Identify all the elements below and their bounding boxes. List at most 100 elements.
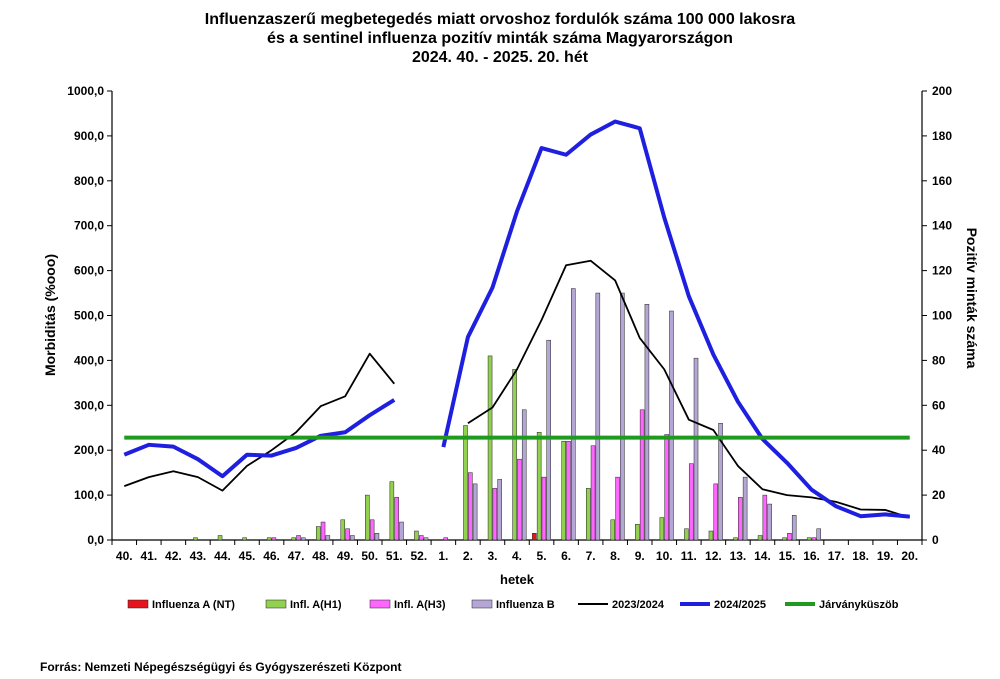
x-tick-label: 15.	[779, 549, 796, 563]
x-tick-label: 19.	[877, 549, 894, 563]
y2-axis-label: Pozitív minták száma	[964, 228, 980, 369]
bar-infl-a-h3-	[541, 476, 547, 541]
bar-infl-a-h1-	[733, 537, 738, 541]
bar-infl-a-h1-	[512, 369, 517, 541]
legend-swatch	[369, 599, 391, 609]
bar-infl-a-h3-	[738, 497, 743, 541]
bar-influenza-b	[571, 288, 576, 541]
left-tick-label: 0,0	[87, 533, 104, 547]
legend-swatch	[127, 599, 149, 609]
bar-influenza-b	[595, 292, 601, 541]
series-line-2023-2024	[123, 352, 395, 492]
legend-label: Járványküszöb	[819, 599, 899, 611]
bar-infl-a-h1-	[414, 530, 419, 541]
x-tick-label: 43.	[190, 549, 207, 563]
bar-infl-a-h1-	[806, 537, 812, 541]
legend-item: Járványküszöb	[785, 599, 899, 611]
x-tick-label: 3.	[487, 549, 497, 563]
x-tick-label: 41.	[140, 549, 157, 563]
bar-influenza-b	[669, 310, 674, 541]
legend-label: Influenza B	[496, 599, 555, 611]
x-tick-label: 51.	[386, 549, 403, 563]
bar-infl-a-h1-	[193, 537, 198, 541]
x-tick-label: 6.	[561, 549, 571, 563]
bar-infl-a-h3-	[345, 528, 350, 541]
left-tick-label: 800,0	[74, 174, 104, 188]
legend-swatch	[265, 599, 287, 609]
bar-influenza-b	[816, 528, 821, 541]
bar-infl-a-h3-	[271, 537, 277, 541]
series-line-2024-2025	[441, 119, 910, 519]
bar-infl-a-h3-	[590, 445, 596, 541]
legend-item: Infl. A(H1)	[265, 599, 342, 611]
bar-infl-a-h1-	[217, 535, 223, 541]
bar-infl-a-h3-	[811, 537, 817, 541]
legend-item: Influenza B	[471, 599, 555, 611]
left-tick-label: 200,0	[74, 443, 104, 457]
line-layer	[123, 119, 910, 519]
bar-infl-a-h3-	[688, 463, 694, 541]
right-tick-label: 0	[932, 533, 939, 547]
bar-influenza-b	[423, 537, 429, 541]
x-tick-label: 12.	[705, 549, 722, 563]
x-tick-label: 7.	[586, 549, 596, 563]
bar-influenza-b	[399, 521, 404, 541]
left-tick-label: 100,0	[74, 488, 104, 502]
bar-infl-a-h1-	[782, 537, 787, 541]
bar-influenza-a-nt-	[532, 533, 537, 541]
left-tick-label: 300,0	[74, 398, 104, 412]
left-tick-label: 900,0	[74, 129, 104, 143]
bar-infl-a-h1-	[365, 494, 370, 541]
x-tick-label: 2.	[463, 549, 473, 563]
bar-infl-a-h1-	[340, 519, 346, 541]
bar-infl-a-h1-	[708, 530, 714, 541]
bar-influenza-b	[497, 479, 502, 541]
plot-area	[111, 91, 923, 541]
x-tick-label: 49.	[337, 549, 354, 563]
bar-infl-a-h3-	[492, 488, 498, 541]
bar-infl-a-h1-	[610, 519, 616, 541]
legend-swatch	[471, 599, 493, 609]
bar-infl-a-h3-	[369, 519, 375, 541]
x-tick-label: 5.	[537, 549, 547, 563]
right-tick-label: 20	[932, 488, 946, 502]
y-axis-label: Morbiditás (%ooo)	[42, 254, 58, 376]
bar-influenza-b	[546, 339, 551, 541]
left-tick-label: 700,0	[74, 219, 104, 233]
right-tick-label: 60	[932, 398, 946, 412]
legend-item: 2023/2024	[578, 599, 665, 611]
bar-infl-a-h3-	[566, 440, 571, 541]
x-tick-label: 1.	[438, 549, 448, 563]
legend-label: 2024/2025	[714, 599, 766, 611]
left-axis: 0,0 100,0 200,0 300,0 400,0 500,0 600,0 700,0 80…	[67, 84, 112, 547]
right-tick-label: 140	[932, 219, 952, 233]
bar-influenza-b	[791, 515, 797, 541]
chart-title: Influenzaszerű megbetegedés miatt orvosh…	[0, 10, 1000, 67]
bar-infl-a-h1-	[536, 431, 542, 541]
x-tick-label: 42.	[165, 549, 182, 563]
title-line-3: 2024. 40. - 2025. 20. hét	[411, 49, 589, 66]
bar-infl-a-h1-	[242, 537, 247, 541]
series-line-2023-2024	[467, 259, 910, 519]
left-tick-label: 600,0	[74, 264, 104, 278]
bar-influenza-b	[301, 537, 306, 541]
bar-infl-a-h1-	[463, 425, 468, 541]
bar-infl-a-h1-	[389, 481, 395, 541]
right-axis: 0 20 40 60 80 100 120 140 160 180 200	[922, 84, 952, 547]
right-tick-label: 160	[932, 174, 952, 188]
bar-influenza-b	[742, 476, 748, 541]
x-tick-label: 13.	[730, 549, 747, 563]
x-tick-label: 4.	[512, 549, 522, 563]
bar-influenza-b	[325, 535, 331, 541]
x-tick-label: 18.	[852, 549, 869, 563]
legend-label: Infl. A(H1)	[290, 599, 342, 611]
right-tick-label: 40	[932, 443, 946, 457]
bar-influenza-b	[718, 423, 723, 541]
x-tick-label: 47.	[288, 549, 305, 563]
bar-infl-a-h1-	[291, 537, 296, 541]
left-tick-label: 400,0	[74, 353, 104, 367]
x-tick-label: 8.	[610, 549, 620, 563]
x-tick-label: 46.	[263, 549, 280, 563]
right-tick-label: 100	[932, 309, 952, 323]
